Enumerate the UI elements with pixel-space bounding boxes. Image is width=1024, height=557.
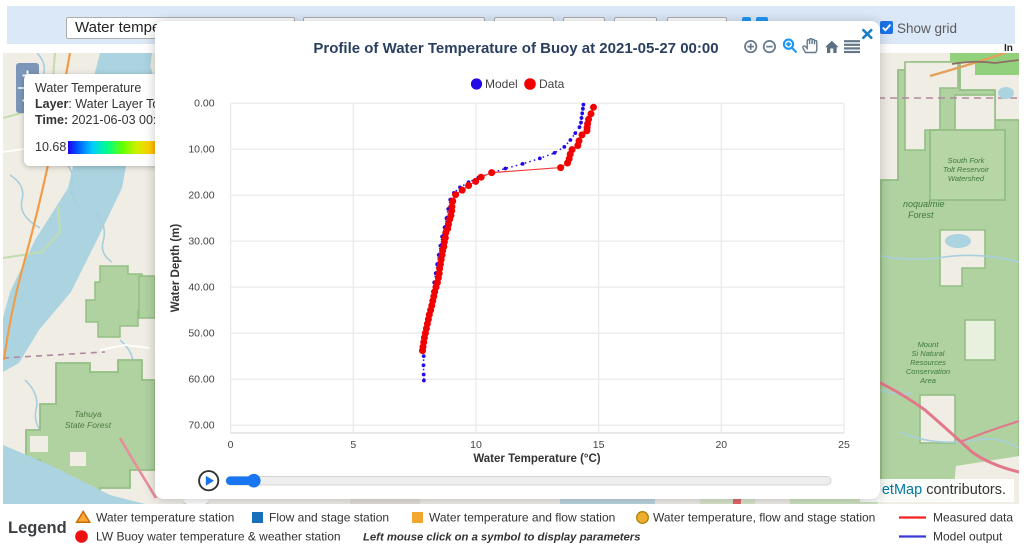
svg-text:60.00: 60.00 [188, 374, 214, 386]
svg-text:Water temperature and flow sta: Water temperature and flow station [429, 511, 615, 525]
svg-text:Mount: Mount [918, 340, 940, 349]
svg-text:noqualmie: noqualmie [903, 199, 945, 209]
svg-text:Watershed: Watershed [948, 174, 985, 183]
svg-text:South Fork: South Fork [948, 156, 986, 165]
svg-text:50.00: 50.00 [188, 328, 214, 340]
svg-text:Water Temperature (°C): Water Temperature (°C) [473, 453, 600, 465]
svg-text:Water Depth (m): Water Depth (m) [170, 224, 182, 313]
svg-text:State Forest: State Forest [65, 420, 112, 430]
svg-text:5: 5 [350, 439, 356, 451]
svg-text:Si Natural: Si Natural [912, 349, 945, 358]
svg-text:Tahuya: Tahuya [74, 409, 102, 419]
svg-text:Left mouse click on a symbol t: Left mouse click on a symbol to display … [363, 532, 641, 544]
svg-text:Area: Area [919, 376, 936, 385]
svg-text:0.00: 0.00 [194, 98, 215, 110]
svg-text:10.00: 10.00 [188, 144, 214, 156]
svg-text:Profile of Water Temperature o: Profile of Water Temperature of Buoy at … [313, 40, 718, 57]
svg-text:Water temperature, flow and st: Water temperature, flow and stage statio… [653, 511, 875, 525]
svg-text:20: 20 [715, 439, 727, 451]
svg-text:20.00: 20.00 [188, 190, 214, 202]
svg-text:Forest: Forest [908, 210, 934, 220]
svg-text:70.00: 70.00 [188, 420, 214, 432]
svg-text:Flow and stage station: Flow and stage station [269, 511, 389, 525]
svg-text:Model output: Model output [933, 530, 1003, 544]
svg-text:Tolt Reservoir: Tolt Reservoir [943, 165, 989, 174]
svg-text:0: 0 [228, 439, 234, 451]
svg-text:Measured data: Measured data [933, 511, 1013, 525]
svg-text:15: 15 [593, 439, 605, 451]
svg-text:30.00: 30.00 [188, 236, 214, 248]
svg-text:Conservation: Conservation [906, 367, 950, 376]
svg-text:LW Buoy water temperature & we: LW Buoy water temperature & weather stat… [96, 530, 341, 544]
svg-text:40.00: 40.00 [188, 282, 214, 294]
svg-text:Resources: Resources [910, 358, 946, 367]
svg-text:25: 25 [838, 439, 850, 451]
svg-text:Water temperature station: Water temperature station [96, 511, 234, 525]
svg-text:Data: Data [539, 77, 565, 91]
svg-text:Model: Model [485, 77, 518, 91]
svg-text:10: 10 [470, 439, 482, 451]
